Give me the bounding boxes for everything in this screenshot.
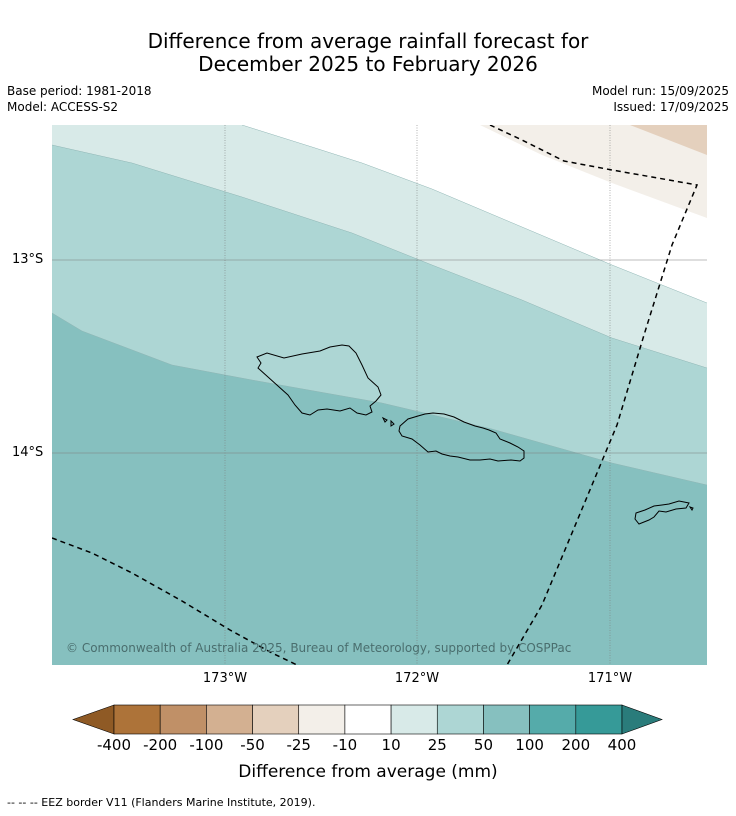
eez-border-east: [489, 125, 699, 665]
island-savaii: [256, 344, 382, 416]
colorbar: [72, 704, 663, 735]
title-line-1: Difference from average rainfall forecas…: [147, 29, 589, 53]
colorbar-tick-label: -100: [189, 736, 224, 754]
colorbar-segment: [436, 704, 484, 735]
colorbar-segment: [390, 704, 438, 735]
colorbar-tick-label: 200: [561, 736, 591, 754]
island-manono: [381, 416, 388, 423]
lon-label-172w: 172°W: [394, 671, 440, 686]
map-svg: [52, 125, 707, 665]
base-period: Base period: 1981-2018: [7, 84, 152, 98]
island-upolu: [398, 412, 525, 462]
meta-left: Base period: 1981-2018 Model: ACCESS-S2: [7, 83, 152, 115]
colorbar-tick-label: -25: [286, 736, 311, 754]
colorbar-tick-label: 100: [515, 736, 544, 754]
colorbar-tick-label: 10: [381, 736, 401, 754]
colorbar-segment: [529, 704, 577, 735]
lon-label-171w: 171°W: [587, 671, 633, 686]
coastlines: [256, 344, 694, 525]
map-panel: [52, 125, 707, 665]
colorbar-tick-label: -200: [143, 736, 178, 754]
title-line-2: December 2025 to February 2026: [198, 52, 538, 76]
colorbar-tick-label: -10: [332, 736, 358, 754]
colorbar-segment: [575, 704, 623, 735]
meta-right: Model run: 15/09/2025 Issued: 17/09/2025: [592, 83, 729, 115]
band-minus10: [480, 125, 707, 218]
colorbar-tick-label: 400: [607, 736, 637, 754]
colorbar-tick-label: 25: [427, 736, 447, 754]
colorbar-segment: [298, 704, 346, 735]
colorbar-tick-label: 50: [473, 736, 493, 754]
island-aunuu: [688, 506, 694, 511]
lat-label-13s: 13°S: [12, 252, 44, 267]
band-edges: [52, 125, 707, 486]
colorbar-segment: [206, 704, 253, 735]
eez-border-west: [52, 537, 298, 665]
band-minus25: [630, 125, 707, 155]
lat-label-14s: 14°S: [12, 445, 44, 460]
colorbar-tick-label: -400: [96, 736, 132, 754]
graticule: [52, 125, 707, 665]
issued-date: Issued: 17/09/2025: [613, 100, 729, 114]
eez-borders: [52, 125, 699, 665]
colorbar-extend-low: [72, 704, 115, 735]
colorbar-label: Difference from average (mm): [238, 762, 498, 782]
colorbar-extend-high: [621, 704, 663, 735]
model-name: Model: ACCESS-S2: [7, 100, 119, 114]
copyright-notice: © Commonwealth of Australia 2025, Bureau…: [66, 641, 572, 655]
island-tutuila: [634, 500, 690, 525]
colorbar-segment: [159, 704, 207, 735]
model-run: Model run: 15/09/2025: [591, 84, 729, 98]
colorbar-tick-label: -50: [240, 736, 265, 754]
chart-title: Difference from average rainfall forecas…: [0, 30, 736, 76]
eez-footnote: -- -- -- EEZ border V11 (Flanders Marine…: [7, 796, 316, 809]
colorbar-segment: [344, 704, 392, 735]
colorbar-segment: [113, 704, 161, 735]
lon-label-173w: 173°W: [202, 671, 248, 686]
colorbar-segment: [252, 704, 300, 735]
colorbar-segment: [483, 704, 530, 735]
island-apolima: [390, 419, 395, 427]
